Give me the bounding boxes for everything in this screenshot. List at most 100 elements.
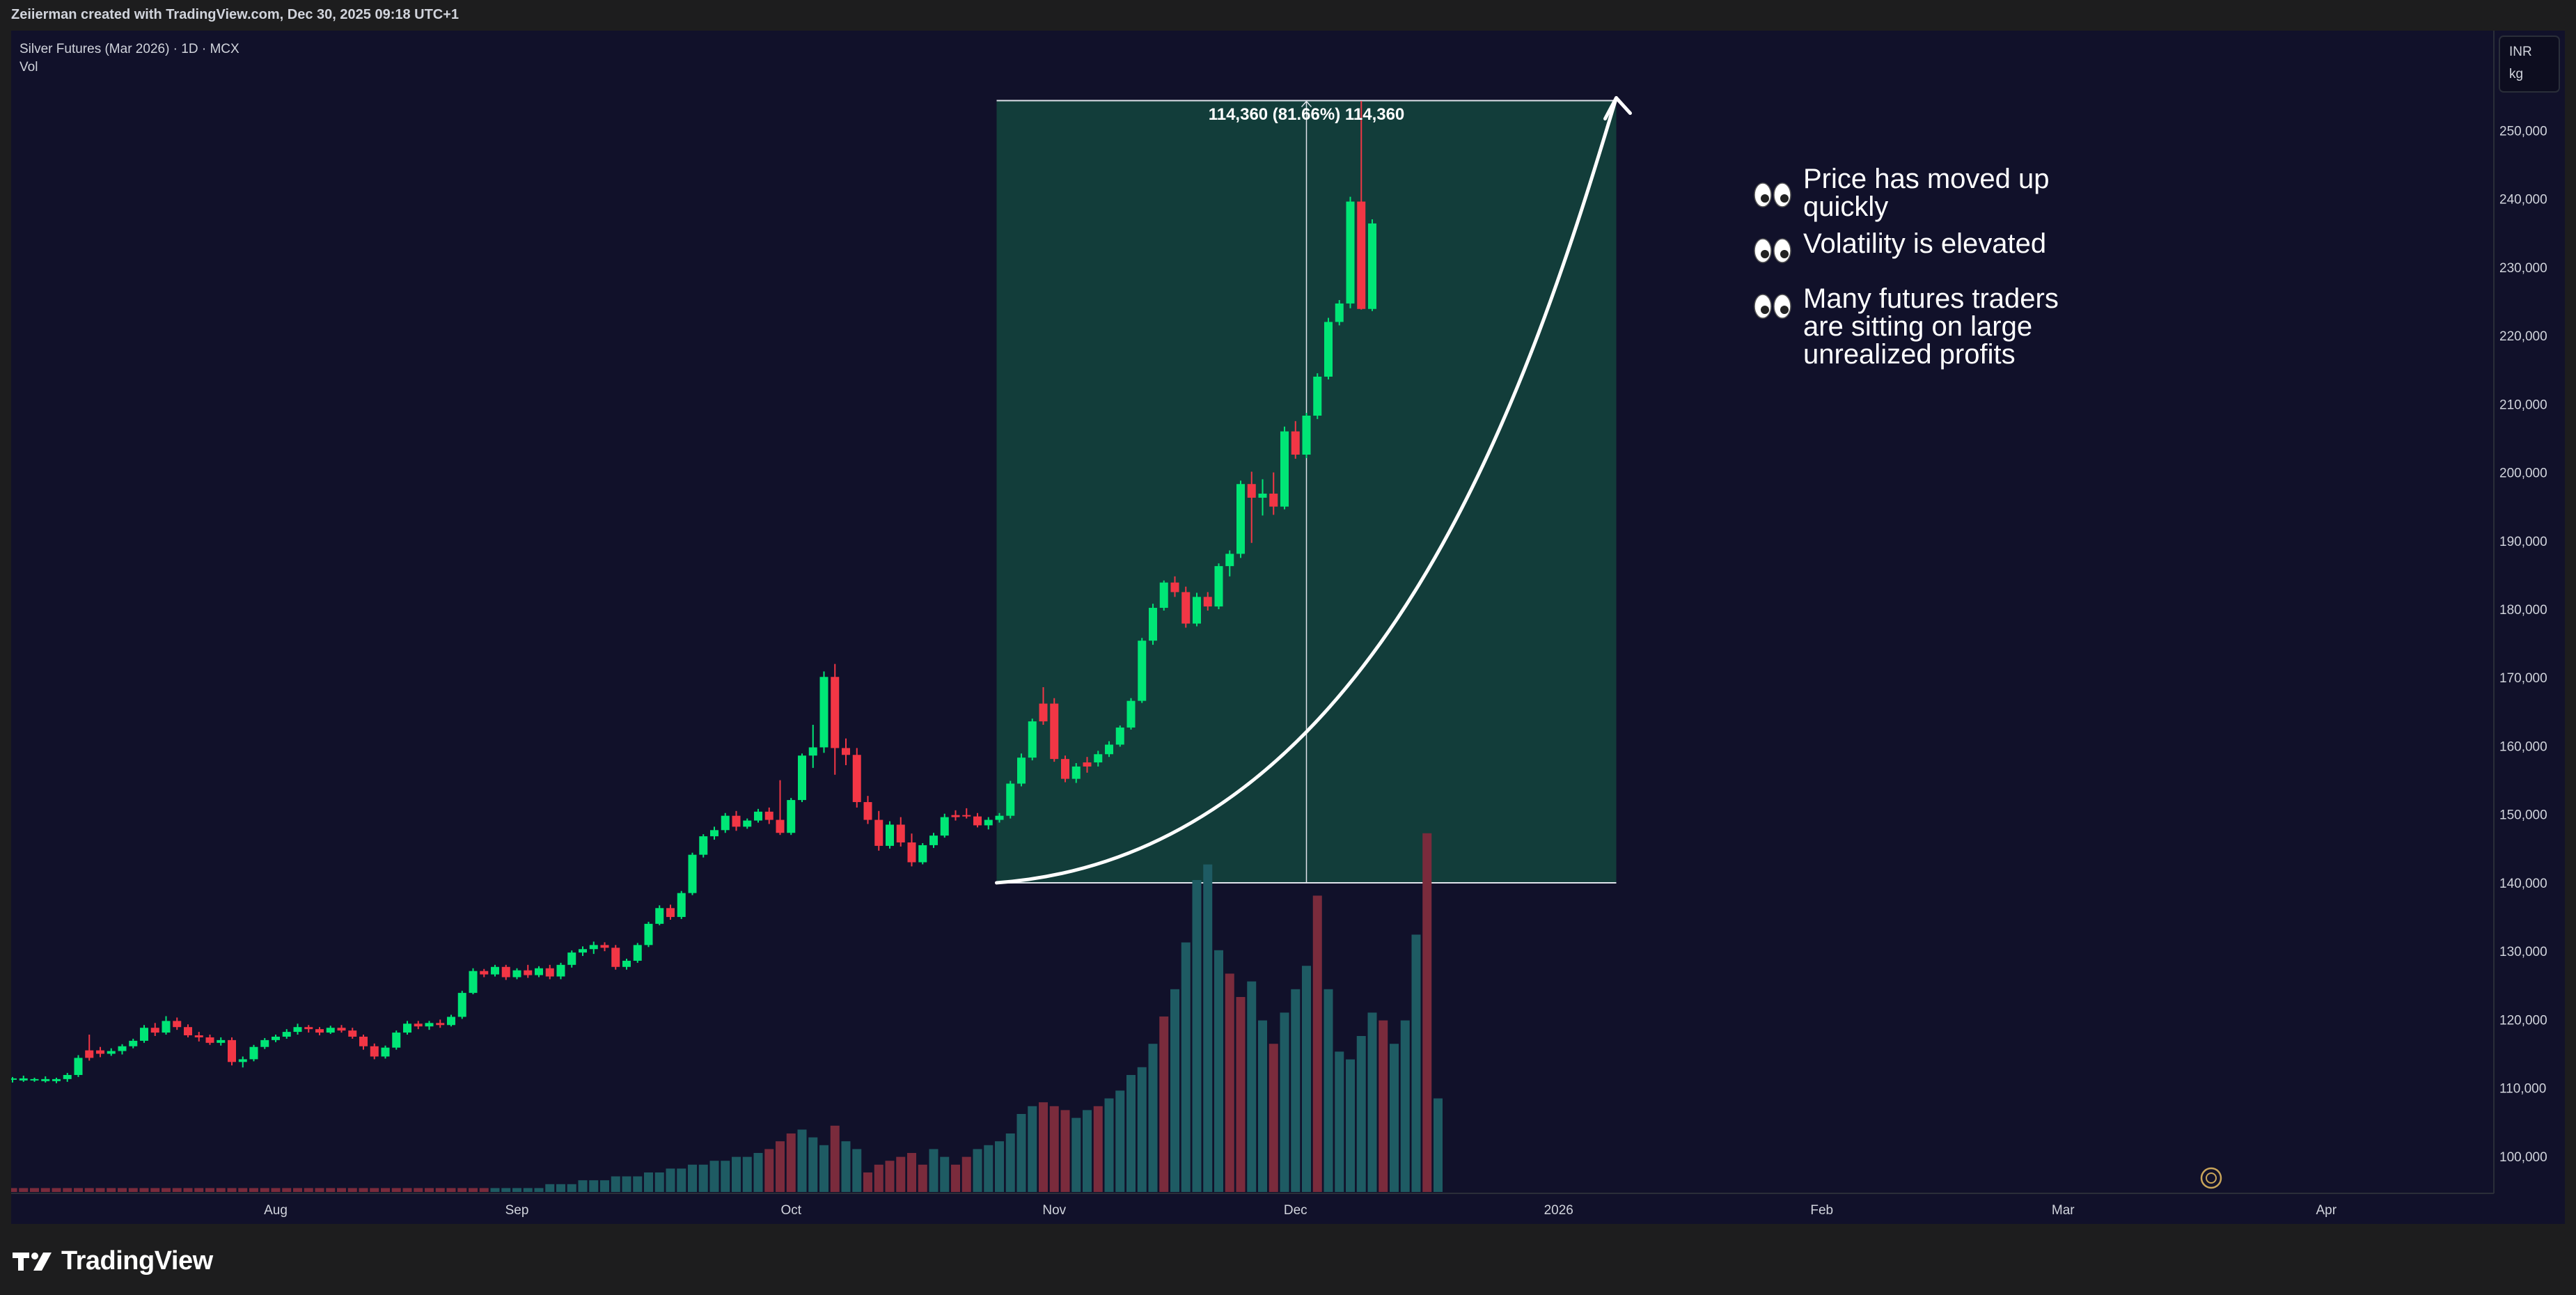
volume-bar: [1093, 1106, 1103, 1192]
volume-bar: [654, 1172, 664, 1192]
volume-bar: [446, 1188, 456, 1192]
time-tick-label: Apr: [2316, 1203, 2337, 1218]
candle-body: [85, 1050, 94, 1058]
volume-bar: [315, 1188, 324, 1192]
candle-body: [764, 811, 773, 820]
measure-label: 114,360 (81.66%) 114,360: [1209, 105, 1405, 124]
candle: [600, 942, 609, 952]
volume-bar: [139, 1188, 149, 1192]
volume-bar: [863, 1172, 872, 1192]
candle: [359, 1035, 368, 1050]
candle: [1193, 592, 1201, 627]
candle-body: [173, 1021, 182, 1028]
volume-bars: [11, 833, 1443, 1192]
candle: [118, 1044, 127, 1055]
candle: [1357, 101, 1366, 310]
volume-bar: [830, 1125, 840, 1192]
candle-body: [228, 1039, 236, 1062]
candle-body: [447, 1017, 455, 1026]
symbol-title[interactable]: Silver Futures (Mar 2026) · 1D · MCX: [19, 42, 239, 56]
candle: [579, 946, 587, 957]
candle-body: [304, 1027, 313, 1030]
candle-body: [1105, 744, 1113, 755]
candle-body: [819, 677, 828, 748]
candle-body: [337, 1028, 346, 1031]
volume-bar: [205, 1188, 214, 1192]
volume-bar: [951, 1164, 960, 1192]
candle-body: [129, 1040, 138, 1046]
candle-body: [589, 945, 598, 950]
volume-bar: [1379, 1020, 1388, 1192]
volume-bar: [764, 1149, 774, 1192]
price-tick-label: 240,000: [2499, 193, 2547, 207]
annotation-3-line-1: Many futures traders: [1803, 283, 2059, 314]
candle: [41, 1076, 50, 1083]
volume-bar: [1236, 997, 1246, 1192]
candle: [819, 671, 828, 753]
volume-bar: [1269, 1044, 1278, 1192]
volume-bar: [1302, 966, 1311, 1192]
candle: [512, 968, 521, 980]
candle: [852, 748, 861, 808]
volume-bar: [1060, 1110, 1070, 1192]
chart-area[interactable]: 114,360 (81.66%) 114,360 Price has moved…: [11, 31, 2565, 1224]
candle: [403, 1021, 411, 1035]
time-axis-labels[interactable]: Aug Sep Oct Nov Dec 2026 Feb Mar Apr: [264, 1203, 2337, 1218]
candle: [984, 817, 993, 830]
candle-body: [1170, 582, 1179, 592]
annotation-1: Price has moved up quickly: [1754, 164, 2050, 222]
candle-body: [1335, 303, 1344, 322]
candle-body: [184, 1027, 192, 1036]
volume-bar: [370, 1188, 379, 1192]
volume-bar: [1137, 1067, 1147, 1192]
candle-body: [1149, 608, 1157, 641]
candle: [304, 1025, 313, 1033]
volume-bar: [162, 1188, 171, 1192]
currency-badge[interactable]: INR kg: [2499, 36, 2560, 93]
volume-bar: [414, 1188, 423, 1192]
candle-body: [808, 747, 817, 756]
candle: [798, 753, 806, 803]
candle-body: [370, 1046, 379, 1057]
candlestick-chart[interactable]: 114,360 (81.66%) 114,360 Price has moved…: [11, 31, 2565, 1224]
volume-bar: [501, 1188, 511, 1192]
price-scale[interactable]: [2494, 31, 2565, 1224]
volume-indicator-label[interactable]: Vol: [19, 60, 38, 74]
price-scale-ticks: 100,000 110,000 120,000 130,000 140,000 150,0…: [2499, 56, 2547, 1165]
volume-bar: [611, 1176, 620, 1192]
annotation-2: Volatility is elevated: [1754, 228, 2046, 263]
candle: [162, 1016, 171, 1035]
candle-body: [52, 1078, 61, 1081]
candle: [1368, 219, 1376, 311]
candle: [842, 738, 850, 765]
volume-bar: [469, 1188, 478, 1192]
volume-bar: [1247, 981, 1257, 1192]
candle: [457, 991, 466, 1019]
candle: [501, 964, 510, 980]
candle-body: [238, 1059, 247, 1062]
volume-bar: [1390, 1044, 1399, 1192]
volume-bar: [95, 1188, 105, 1192]
time-tick-label: 2026: [1544, 1203, 1573, 1218]
candle-body: [1324, 322, 1333, 377]
tradingview-logo[interactable]: TradingView: [13, 1246, 213, 1276]
candle: [228, 1037, 236, 1066]
time-tick-label: Dec: [1284, 1203, 1307, 1218]
volume-bar: [1126, 1075, 1136, 1192]
time-tick-label: Sep: [505, 1203, 529, 1218]
candle: [282, 1029, 291, 1039]
volume-bar: [118, 1188, 127, 1192]
candle: [995, 813, 1004, 823]
candle: [699, 834, 708, 858]
candle: [1302, 413, 1311, 458]
candle: [1236, 480, 1245, 558]
candle-body: [107, 1051, 116, 1054]
candle-body: [732, 815, 741, 827]
candle: [929, 833, 938, 848]
dividend-icon[interactable]: [2200, 1167, 2222, 1189]
volume-bar: [852, 1149, 862, 1192]
volume-bar: [677, 1168, 686, 1192]
candle: [425, 1021, 434, 1030]
candle-body: [381, 1047, 390, 1057]
volume-bar: [1214, 950, 1223, 1192]
